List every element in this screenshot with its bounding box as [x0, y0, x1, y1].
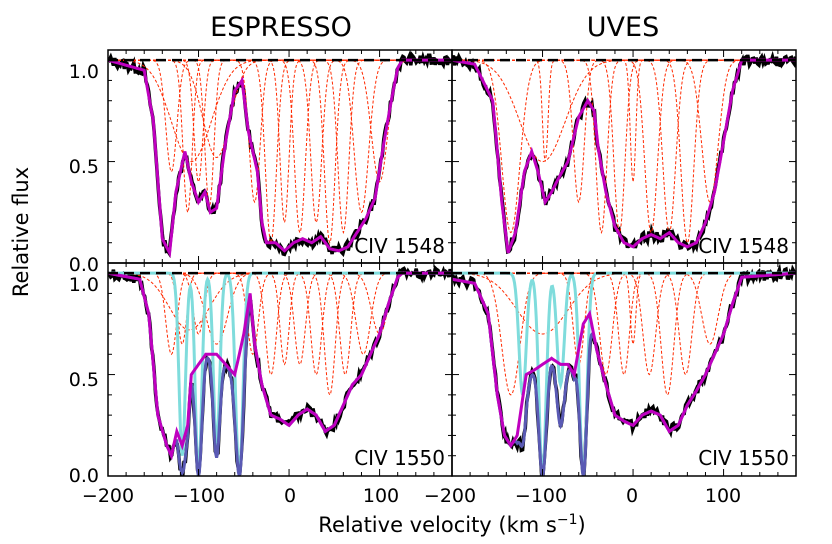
panel-plot: [107, 50, 453, 264]
x-axis-label-close: ): [577, 513, 585, 537]
panel-plot: [451, 50, 797, 264]
panel-label: CIV 1550: [354, 446, 445, 470]
plot-area: [452, 50, 796, 255]
axis-ticks: [451, 263, 797, 477]
component-profile-4: [108, 272, 452, 345]
total-model: [108, 271, 452, 461]
panel-frame: [107, 49, 453, 264]
component-profile-1: [108, 59, 452, 159]
component-profile-9: [452, 272, 796, 345]
component-profile-5: [108, 272, 452, 356]
component-profile-2: [108, 272, 452, 346]
xtick-label-left-minus200: −200: [82, 485, 134, 507]
component-profile-5: [452, 272, 796, 345]
ytick-label-bottom-1-0: 1.0: [69, 274, 99, 296]
ytick-label-top-0-5: 0.5: [69, 156, 99, 178]
y-axis-label: Relative flux: [9, 167, 33, 297]
component-profile-12: [108, 272, 452, 355]
xtick-label-right-minus200: −200: [424, 485, 476, 507]
component-profile-0: [452, 272, 796, 335]
panel-frame: [451, 262, 797, 477]
plot-area: [452, 263, 796, 476]
component-profile-2: [452, 272, 796, 366]
axis-ticks: [107, 263, 453, 477]
panel-espresso-civ1548: CIV 1548: [107, 49, 453, 264]
panel-espresso-civ1550: CIV 1550: [107, 262, 453, 477]
panel-label: CIV 1548: [354, 234, 445, 258]
component-profile-7: [108, 272, 452, 366]
column-title-uves: UVES: [587, 12, 659, 43]
xtick-label-right-100: 100: [705, 485, 741, 507]
component-profile-2: [108, 59, 452, 173]
x-axis-label-exponent: −1: [557, 512, 578, 528]
panel-label: CIV 1550: [698, 446, 789, 470]
component-profile-2: [452, 59, 796, 162]
xtick-label-left-100: 100: [363, 485, 399, 507]
axis-ticks: [107, 50, 453, 264]
xtick-label-left-minus100: −100: [173, 485, 225, 507]
x-axis-label-text: Relative velocity (km s: [318, 513, 557, 537]
ytick-label-top-0: 0.0: [69, 254, 99, 276]
panel-label: CIV 1548: [698, 234, 789, 258]
panel-frame: [107, 262, 453, 477]
panel-plot: [107, 263, 453, 477]
xtick-label-left-0: 0: [284, 485, 296, 507]
plot-area: [108, 50, 452, 259]
total-model: [108, 58, 452, 259]
component-profile-6: [108, 59, 452, 204]
panel-uves-civ1550: CIV 1550: [451, 262, 797, 477]
component-profile-8: [108, 272, 452, 366]
column-title-espresso: ESPRESSO: [210, 12, 352, 43]
ytick-label-bottom-0: 0.0: [69, 465, 99, 487]
xtick-label-right-minus100: −100: [515, 485, 567, 507]
plot-area: [108, 264, 452, 476]
panel-uves-civ1548: CIV 1548: [451, 49, 797, 264]
x-axis-label: Relative velocity (km s−1): [318, 512, 585, 537]
ytick-label-bottom-0-5: 0.5: [69, 369, 99, 391]
xtick-label-right-0: 0: [626, 485, 638, 507]
component-profile-6: [452, 59, 796, 182]
component-profile-11: [108, 272, 452, 376]
component-profile-1: [452, 59, 796, 163]
component-profile-9: [108, 272, 452, 376]
component-profile-6: [108, 272, 452, 376]
ytick-label-top-1-0: 1.0: [69, 61, 99, 83]
component-profile-1: [108, 272, 452, 356]
total-model: [452, 271, 796, 449]
total-model: [452, 58, 796, 254]
